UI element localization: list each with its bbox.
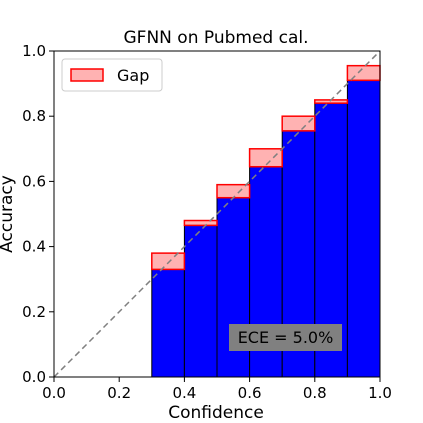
gap-bar <box>183 219 218 227</box>
ece-annotation: ECE = 5.0% <box>238 328 334 347</box>
x-tick-label: 1.0 <box>368 384 392 402</box>
y-tick-label: 1.0 <box>22 42 46 60</box>
output-bar <box>151 268 185 378</box>
x-tick-label: 0.2 <box>107 384 131 402</box>
x-axis-label: Confidence <box>168 403 264 423</box>
gap-bar <box>281 115 316 132</box>
gap-bar <box>216 183 251 199</box>
x-tick-label: 0.8 <box>303 384 327 402</box>
x-tick-label: 0.4 <box>172 384 196 402</box>
gap-bar <box>151 252 186 271</box>
y-tick-label: 0.4 <box>22 238 46 256</box>
chart-title: GFNN on Pubmed cal. <box>124 28 309 48</box>
plot-area: 0.0 0.2 0.4 0.6 0.8 1.0 0.0 0.2 0.4 0.6 0.8 1.0 Gap E… <box>22 42 392 402</box>
x-tick-label: 0.6 <box>238 384 262 402</box>
y-tick-label: 0.6 <box>22 172 46 190</box>
legend-box <box>61 58 163 92</box>
y-tick-label: 0.2 <box>22 303 46 321</box>
legend-gap-swatch <box>70 68 104 82</box>
y-axis-label: Accuracy <box>0 175 17 253</box>
legend-gap-label: Gap <box>117 66 149 85</box>
output-bar <box>183 224 218 378</box>
calibration-diagonal <box>53 50 381 378</box>
y-tick-label: 0.8 <box>22 107 46 125</box>
x-tick-label: 0.0 <box>42 384 66 402</box>
gap-bar <box>248 148 283 168</box>
axes-frame <box>53 50 381 378</box>
ece-annotation-box <box>229 324 342 351</box>
y-tick-label: 0.0 <box>22 368 46 386</box>
output-bar <box>346 79 381 378</box>
